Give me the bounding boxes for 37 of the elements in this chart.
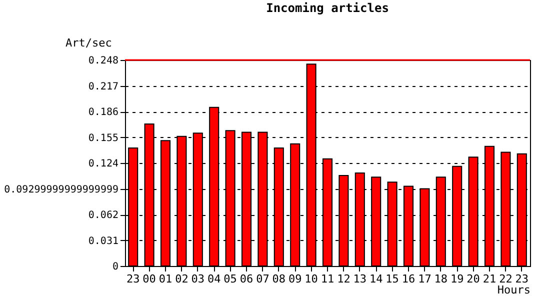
- x-tick-label: 15: [386, 272, 399, 286]
- y-tick-label: 0: [112, 262, 118, 272]
- x-tick-label: 23: [515, 272, 529, 286]
- x-tick-label: 07: [256, 272, 270, 286]
- y-tick-label: 0.248: [88, 56, 118, 66]
- y-axis-title: Art/sec: [66, 36, 112, 50]
- chart-title: Incoming articles: [266, 1, 389, 15]
- y-tick-label: 0.217: [88, 81, 118, 92]
- x-tick-label: 03: [191, 272, 205, 286]
- y-tick-label: 0.186: [88, 107, 118, 118]
- x-tick-label: 08: [272, 272, 286, 286]
- x-tick-label: 16: [402, 272, 416, 286]
- y-tick-label: 0.062: [88, 210, 118, 221]
- x-tick-label: 14: [369, 272, 384, 286]
- x-tick-label: 18: [434, 272, 448, 286]
- x-tick-label: 21: [482, 272, 496, 286]
- x-tick-label: 23: [126, 272, 140, 286]
- x-tick-label: 05: [224, 272, 237, 286]
- x-tick-label: 00: [142, 272, 156, 286]
- y-tick-label: 0.09299999999999999: [4, 184, 118, 196]
- x-tick-label: 09: [288, 272, 302, 286]
- x-tick-label: 02: [175, 272, 188, 286]
- x-tick-label: 20: [466, 272, 480, 286]
- x-tick-label: 11: [320, 272, 334, 286]
- x-axis-title: Hours: [497, 284, 530, 296]
- y-tick-label: 0.155: [88, 132, 118, 144]
- x-tick-label: 13: [353, 272, 367, 286]
- y-tick-label: 0.124: [88, 158, 118, 170]
- x-tick-label: 12: [337, 272, 350, 286]
- y-tick-label: 0.031: [88, 236, 118, 247]
- x-tick-label: 01: [158, 272, 172, 286]
- x-tick-label: 22: [499, 272, 512, 286]
- x-tick-label: 06: [240, 272, 254, 286]
- x-tick-label: 10: [304, 272, 318, 286]
- x-tick-label: 17: [418, 272, 432, 286]
- x-tick-label: 19: [450, 272, 464, 286]
- x-tick-label: 04: [207, 272, 222, 286]
